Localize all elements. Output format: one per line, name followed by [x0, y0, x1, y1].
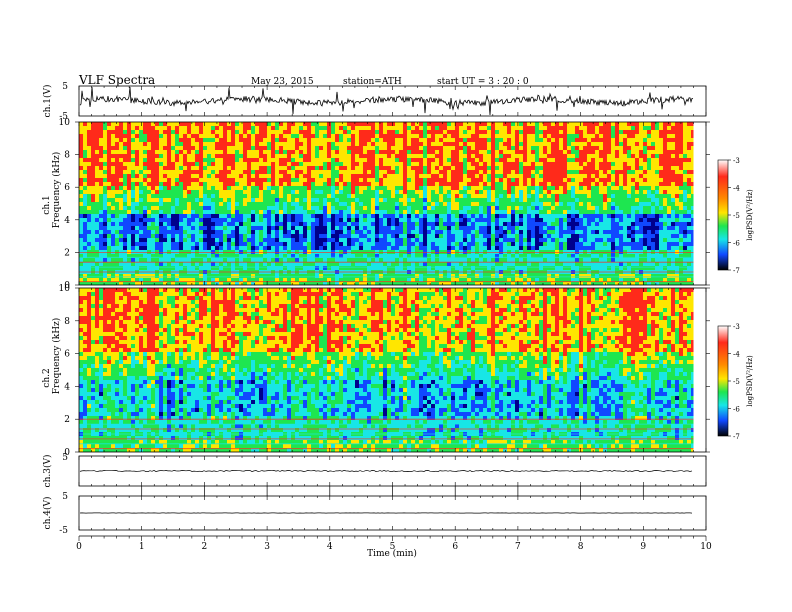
ch1-spectrogram-image	[79, 122, 706, 285]
ch2-spectrogram-ylabel-channel: ch.2	[42, 368, 52, 387]
colorbar-tick-label: -6	[733, 406, 740, 414]
spectrogram-ytick-label: 0	[64, 281, 70, 291]
ch2-spectrogram-yticks: 0 2 4 6 8 10	[59, 284, 710, 458]
ch1-frame	[78, 85, 707, 117]
colorbar-ch1-ticks: -3 -4 -5 -6 -7	[728, 157, 740, 275]
x-tick-label: 2	[202, 542, 208, 552]
spectrogram-ytick-label: 10	[59, 118, 71, 128]
ch2-spectrogram-ylabel: Frequency (kHz)	[51, 318, 62, 395]
x-tick-label: 8	[578, 542, 584, 552]
ch3-ytick-top: 5	[62, 453, 68, 463]
spectrogram-ytick-label: 6	[64, 183, 70, 193]
ch3-waveform-line	[79, 470, 693, 472]
ch3-ylabel: ch.3(V)	[42, 455, 53, 488]
ch1-ytick-bottom: -5	[59, 112, 68, 122]
colorbar-tick-label: -3	[733, 323, 740, 331]
ch1-ytick-top: 5	[62, 82, 68, 92]
colorbar-ch2-label: logPSD(V²/Hz)	[746, 355, 754, 407]
ch2-spectrogram-image	[79, 288, 706, 452]
colorbar-ch2-bar	[717, 325, 729, 437]
ch1-panel: 5 -5 ch.1(V)	[42, 82, 707, 122]
spectrogram-ytick-label: 6	[64, 350, 70, 360]
ch1-spectrogram-ylabel: Frequency (kHz)	[51, 152, 62, 229]
ch4-ytick-top: 5	[62, 492, 68, 502]
spectrogram-ytick-label: 4	[64, 382, 70, 392]
ch1-ylabel: ch.1(V)	[42, 85, 53, 118]
ch1-spectrogram-panel: 0 2 4 6 8 10 ch.1 Frequency (kHz)	[42, 118, 710, 291]
spectrogram-ytick-label: 2	[64, 248, 70, 258]
x-tick-label: 0	[76, 542, 82, 552]
minute-tick-marks	[78, 86, 707, 530]
colorbar-tick-label: -5	[733, 212, 740, 220]
header-station: station=ATH	[343, 77, 402, 87]
colorbar-tick-label: -6	[733, 240, 740, 248]
header-start-time: start UT = 3 : 20 : 0	[437, 77, 529, 87]
x-tick-label: 1	[139, 542, 145, 552]
x-tick-label: 4	[327, 542, 333, 552]
figure-title: VLF Spectra	[79, 73, 156, 87]
colorbar-ch1-bar	[717, 159, 729, 271]
x-axis: 0 1 2 3 4 5 6 7 8 9 10	[76, 535, 712, 552]
colorbar-tick-label: -5	[733, 378, 740, 386]
header-date: May 23, 2015	[251, 77, 314, 87]
x-tick-label: 3	[264, 542, 270, 552]
colorbar-tick-label: -4	[733, 185, 740, 193]
colorbar-ch1: -3 -4 -5 -6 -7 logPSD(V²/Hz)	[717, 157, 754, 275]
colorbar-tick-label: -7	[733, 267, 740, 275]
x-axis-label: Time (min)	[367, 548, 417, 559]
colorbar-tick-label: -7	[733, 433, 740, 441]
ch2-spectrogram-panel: 0 2 4 6 8 10 ch.2 Frequency (kHz)	[42, 284, 710, 458]
ch1-waveform-line	[79, 86, 694, 116]
x-tick-label: 5	[390, 542, 396, 552]
colorbar-ch1-label: logPSD(V²/Hz)	[746, 189, 754, 241]
colorbar-tick-label: -3	[733, 157, 740, 165]
spectrogram-ytick-label: 10	[59, 284, 71, 294]
ch4-ylabel: ch.4(V)	[42, 497, 53, 530]
spectrogram-ytick-label: 4	[64, 216, 70, 226]
colorbar-tick-label: -4	[733, 351, 740, 359]
ch1-spectrogram-ylabel-channel: ch.1	[42, 195, 52, 214]
spectrogram-ytick-label: 2	[64, 415, 70, 425]
colorbar-ch2-ticks: -3 -4 -5 -6 -7	[728, 323, 740, 441]
x-tick-label: 10	[700, 542, 712, 552]
x-tick-label: 7	[515, 542, 521, 552]
ch4-ytick-bottom: -5	[59, 526, 68, 536]
ch1-spectrogram-yticks: 0 2 4 6 8 10	[59, 118, 710, 291]
x-tick-label: 9	[640, 542, 646, 552]
spectrogram-ytick-label: 8	[64, 151, 70, 161]
spectrogram-ytick-label: 0	[64, 448, 70, 458]
spectrogram-ytick-label: 8	[64, 317, 70, 327]
x-tick-label: 6	[452, 542, 458, 552]
colorbar-ch2: -3 -4 -5 -6 -7 logPSD(V²/Hz)	[717, 323, 754, 441]
